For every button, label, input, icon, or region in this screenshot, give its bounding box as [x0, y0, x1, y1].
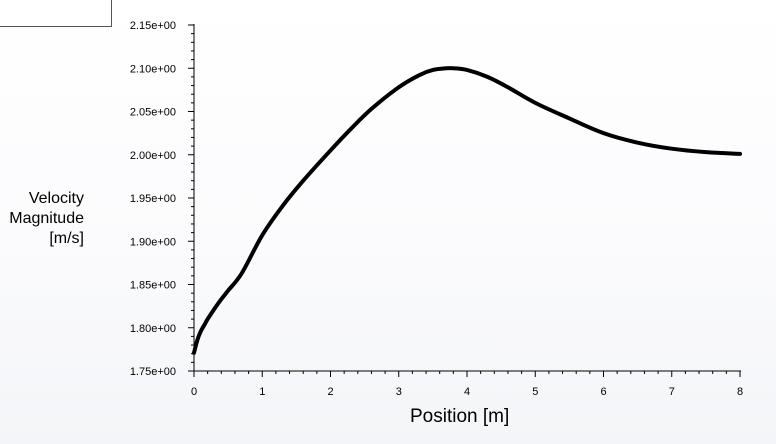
y-tick-label: 2.05e+00: [130, 107, 176, 119]
y-tick-label: 1.85e+00: [130, 280, 176, 292]
chart-axes: [193, 24, 741, 372]
x-tick-label: 1: [259, 386, 265, 398]
x-tick-label: 4: [464, 386, 470, 398]
series-line: [192, 66, 742, 355]
y-axis-label: Velocity Magnitude [m/s]: [9, 189, 84, 249]
y-tick-label: 1.90e+00: [130, 236, 176, 248]
y-axis-label-line-1: Velocity: [28, 190, 84, 207]
y-tick-label: 1.80e+00: [130, 323, 176, 335]
x-tick-label: 3: [396, 386, 402, 398]
legend-box: [0, 0, 112, 27]
y-axis-label-line-3: [m/s]: [49, 230, 84, 247]
x-tick-label: 2: [327, 386, 333, 398]
x-axis-label: Position [m]: [410, 406, 510, 427]
y-axis-label-line-2: Magnitude: [9, 210, 84, 227]
y-tick-label: 1.95e+00: [130, 193, 176, 205]
series-layer: [192, 66, 742, 355]
x-tick-label: 0: [191, 386, 197, 398]
x-tick-label: 5: [532, 386, 538, 398]
y-tick-label: 2.15e+00: [130, 20, 176, 32]
y-tick-label: 2.00e+00: [130, 150, 176, 162]
x-tick-label: 6: [600, 386, 606, 398]
x-tick-label: 7: [669, 386, 675, 398]
x-tick-label: 8: [737, 386, 743, 398]
chart-ticks: 1.75e+00 1.80e+00 1.85e+00 1.90e+00 1.95e+00…: [130, 20, 743, 398]
y-tick-label: 1.75e+00: [130, 366, 176, 378]
y-tick-label: 2.10e+00: [130, 63, 176, 75]
